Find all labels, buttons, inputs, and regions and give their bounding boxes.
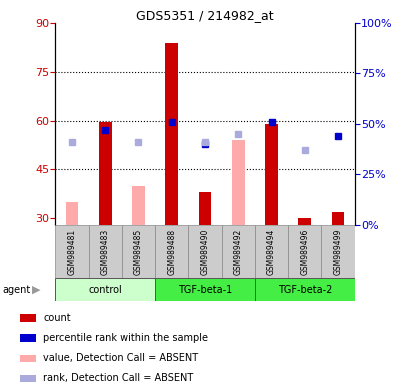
Bar [254, 225, 288, 278]
Text: value, Detection Call = ABSENT: value, Detection Call = ABSENT [43, 353, 198, 363]
Text: ▶: ▶ [32, 285, 40, 295]
Bar [321, 225, 354, 278]
Text: count: count [43, 313, 71, 323]
Bar [121, 225, 155, 278]
Text: rank, Detection Call = ABSENT: rank, Detection Call = ABSENT [43, 373, 193, 383]
Bar [231, 140, 244, 225]
Bar [331, 212, 344, 225]
Text: GSM989494: GSM989494 [266, 228, 275, 275]
Text: GSM989488: GSM989488 [167, 228, 176, 275]
Bar [99, 122, 111, 225]
Bar [55, 278, 155, 301]
Text: GSM989496: GSM989496 [299, 228, 308, 275]
Text: GSM989490: GSM989490 [200, 228, 209, 275]
Bar [132, 185, 144, 225]
Text: GSM989485: GSM989485 [134, 228, 143, 275]
Bar [55, 225, 88, 278]
Bar [221, 225, 254, 278]
Bar [20, 334, 36, 342]
Text: control: control [88, 285, 122, 295]
Text: GSM989481: GSM989481 [67, 228, 76, 275]
Bar [20, 354, 36, 362]
Bar [20, 375, 36, 382]
Bar [198, 192, 211, 225]
Text: TGF-beta-2: TGF-beta-2 [277, 285, 331, 295]
Text: GSM989492: GSM989492 [233, 228, 242, 275]
Bar [288, 225, 321, 278]
Bar [155, 278, 254, 301]
Bar [20, 314, 36, 321]
Bar [88, 225, 121, 278]
Text: percentile rank within the sample: percentile rank within the sample [43, 333, 208, 343]
Bar [265, 124, 277, 225]
Text: agent: agent [2, 285, 30, 295]
Bar [165, 43, 178, 225]
Bar [298, 218, 310, 225]
Bar [254, 278, 354, 301]
Text: TGF-beta-1: TGF-beta-1 [178, 285, 231, 295]
Bar [65, 202, 78, 225]
Text: GSM989483: GSM989483 [101, 228, 110, 275]
Bar [155, 225, 188, 278]
Bar [188, 225, 221, 278]
Title: GDS5351 / 214982_at: GDS5351 / 214982_at [136, 9, 273, 22]
Text: GSM989499: GSM989499 [333, 228, 342, 275]
